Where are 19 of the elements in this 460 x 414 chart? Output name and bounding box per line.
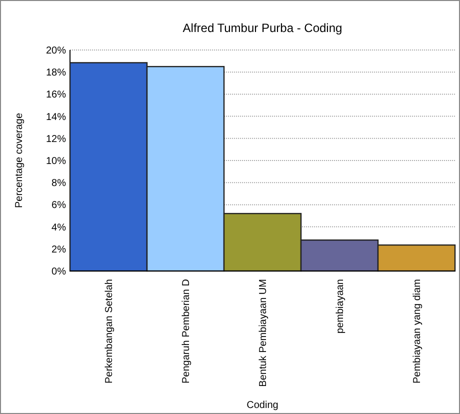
y-tick-label: 14% <box>46 112 66 123</box>
chart-title: Alfred Tumbur Purba - Coding <box>182 21 342 35</box>
y-axis-title: Percentage coverage <box>14 112 25 208</box>
y-tick-label: 20% <box>46 46 66 56</box>
y-tick-label: 18% <box>46 68 66 79</box>
y-tick-label: 6% <box>52 200 66 212</box>
y-tick-label: 0% <box>52 266 66 278</box>
y-tick-label: 10% <box>46 156 66 167</box>
y-tick-label: 4% <box>52 222 66 234</box>
x-tick-label: pembiayaan <box>335 279 346 334</box>
x-tick-label: Bentuk Pembiayaan UM <box>258 279 269 387</box>
y-tick-label: 2% <box>52 244 66 256</box>
x-tick-label: Pengaruh Pemberian D <box>181 279 192 384</box>
x-tick-label: Perkembangan Setelah <box>104 279 115 384</box>
y-tick-label: 16% <box>46 90 66 101</box>
y-tick-label: 8% <box>52 178 66 190</box>
y-tick-label: 12% <box>46 134 66 145</box>
x-tick-label: Pembiayaan yang diam <box>412 279 423 384</box>
x-axis-title: Coding <box>246 400 278 411</box>
